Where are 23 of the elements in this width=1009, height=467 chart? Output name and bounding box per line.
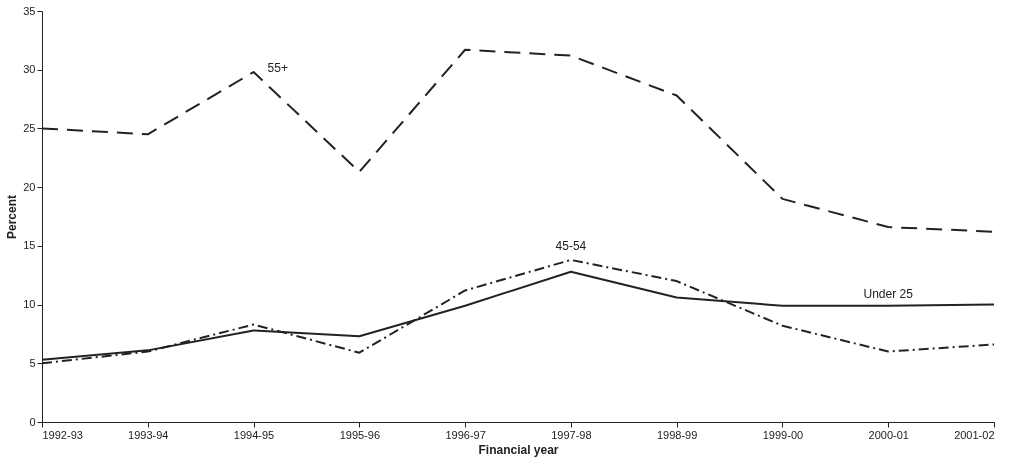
- x-tick-label: 1996-97: [445, 428, 486, 441]
- x-tick-label: 1994-95: [233, 428, 275, 441]
- x-tick-label: 1992-93: [42, 428, 83, 441]
- x-tick-label: 2001-02: [954, 428, 995, 441]
- y-tick-label: 15: [23, 239, 36, 252]
- series-label: 45-54: [555, 238, 587, 253]
- y-tick-label: 5: [29, 356, 36, 369]
- series-label: Under 25: [863, 286, 914, 301]
- x-axis-title: Financial year: [478, 442, 559, 457]
- x-tick-label: 2000-01: [868, 428, 909, 441]
- y-tick-label: 0: [29, 415, 36, 428]
- y-tick-label: 30: [23, 63, 36, 76]
- x-tick-label: 1993-94: [128, 428, 169, 441]
- x-tick-label: 1995-96: [339, 428, 381, 441]
- x-tick-label: 1999-00: [762, 428, 804, 441]
- y-axis-title: Percent: [5, 194, 20, 240]
- y-tick-label: 20: [23, 180, 36, 193]
- series-label: 55+: [267, 61, 288, 76]
- y-tick-label: 25: [23, 121, 36, 134]
- x-tick-label: 1998-99: [656, 428, 698, 441]
- y-tick-label: 10: [23, 298, 36, 311]
- y-tick-label: 35: [23, 4, 36, 17]
- x-tick-label: 1997-98: [551, 428, 592, 441]
